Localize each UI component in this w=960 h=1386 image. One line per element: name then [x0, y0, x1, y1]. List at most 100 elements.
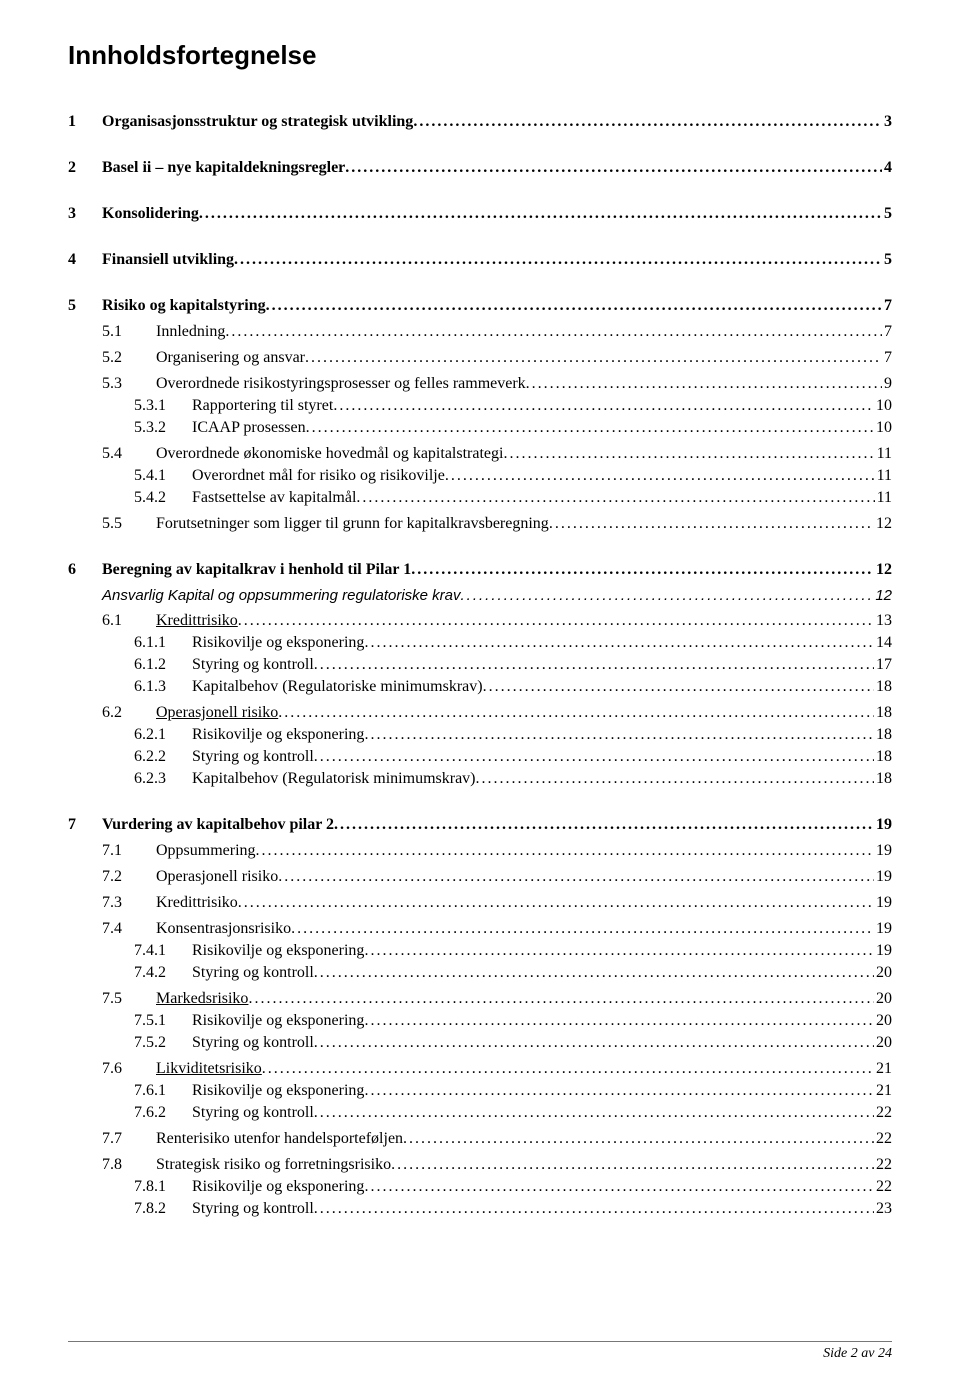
spacing	[68, 269, 892, 297]
toc-entry[interactable]: 5.2Organisering og ansvar7	[68, 349, 892, 367]
toc-entry[interactable]: 3Konsolidering5	[68, 205, 892, 223]
toc-entry-title: Konsentrasjonsrisiko	[156, 920, 291, 938]
toc-leader-dots	[411, 561, 874, 579]
toc-entry-page: 11	[875, 467, 892, 485]
toc-entry-title: Strategisk risiko og forretningsrisiko	[156, 1156, 391, 1174]
toc-entry-title: Risikovilje og eksponering	[192, 1012, 364, 1030]
toc-entry[interactable]: Ansvarlig Kapital og oppsummering regula…	[68, 587, 892, 604]
toc-entry[interactable]: 4Finansiell utvikling5	[68, 251, 892, 269]
toc-entry[interactable]: 6.1.2Styring og kontroll17	[68, 656, 892, 674]
toc-entry[interactable]: 7.2Operasjonell risiko19	[68, 868, 892, 886]
toc-entry-title: Styring og kontroll	[192, 1200, 314, 1218]
toc-entry[interactable]: 5.1Innledning7	[68, 323, 892, 341]
toc-entry[interactable]: 5.4.1Overordnet mål for risiko og risiko…	[68, 467, 892, 485]
toc-entry[interactable]: 6.1Kredittrisiko13	[68, 612, 892, 630]
toc-entry-title: Ansvarlig Kapital og oppsummering regula…	[102, 587, 461, 604]
toc-leader-dots	[256, 842, 874, 860]
toc-entry-title: Styring og kontroll	[192, 656, 314, 674]
toc-leader-dots	[333, 397, 874, 415]
toc-entry-number: 7.3	[102, 894, 156, 912]
toc-entry[interactable]: 5.4.2Fastsettelse av kapitalmål11	[68, 489, 892, 507]
toc-entry-number: 6.1.3	[134, 678, 192, 696]
toc-entry[interactable]: 5.3.1Rapportering til styret10	[68, 397, 892, 415]
toc-entry[interactable]: 6.1.3Kapitalbehov (Regulatoriske minimum…	[68, 678, 892, 696]
toc-entry-page: 17	[874, 656, 892, 674]
toc-entry[interactable]: 6.1.1Risikovilje og eksponering14	[68, 634, 892, 652]
toc-entry-number: 5	[68, 297, 102, 315]
toc-entry[interactable]: 6.2Operasjonell risiko18	[68, 704, 892, 722]
toc-entry-number: 6.2.1	[134, 726, 192, 744]
toc-leader-dots	[314, 1200, 874, 1218]
toc-leader-dots	[503, 445, 874, 463]
toc-entry-title: Markedsrisiko	[156, 990, 248, 1008]
toc-entry-page: 13	[874, 612, 892, 630]
toc-entry[interactable]: 5.3Overordnede risikostyringsprosesser o…	[68, 375, 892, 393]
spacing	[68, 223, 892, 251]
toc-entry[interactable]: 7.4.2Styring og kontroll20	[68, 964, 892, 982]
toc-entry[interactable]: 1Organisasjonsstruktur og strategisk utv…	[68, 113, 892, 131]
toc-entry[interactable]: 7.8Strategisk risiko og forretningsrisik…	[68, 1156, 892, 1174]
toc-entry[interactable]: 7.3Kredittrisiko19	[68, 894, 892, 912]
toc-entry-number: 1	[68, 113, 102, 131]
toc-entry[interactable]: 5Risiko og kapitalstyring7	[68, 297, 892, 315]
spacing	[68, 315, 892, 323]
toc-entry-page: 7	[882, 297, 892, 315]
toc-entry[interactable]: 5.5Forutsetninger som ligger til grunn f…	[68, 515, 892, 533]
toc-entry-title: ICAAP prosessen	[192, 419, 306, 437]
toc-entry-title: Beregning av kapitalkrav i henhold til P…	[102, 561, 411, 579]
toc-leader-dots	[364, 1082, 874, 1100]
toc-entry-title: Finansiell utvikling	[102, 251, 234, 269]
spacing	[68, 788, 892, 816]
toc-entry[interactable]: 7.4.1Risikovilje og eksponering19	[68, 942, 892, 960]
toc-entry[interactable]: 7.5.2Styring og kontroll20	[68, 1034, 892, 1052]
toc-entry[interactable]: 2Basel ii – nye kapitaldekningsregler4	[68, 159, 892, 177]
toc-entry[interactable]: 7.6Likviditetsrisiko21	[68, 1060, 892, 1078]
spacing	[68, 341, 892, 349]
toc-entry[interactable]: 7.8.1Risikovilje og eksponering22	[68, 1178, 892, 1196]
toc-leader-dots	[364, 634, 874, 652]
toc-entry[interactable]: 7.4Konsentrasjonsrisiko 19	[68, 920, 892, 938]
toc-entry-page: 19	[874, 920, 892, 938]
toc-entry-page: 10	[874, 419, 892, 437]
toc-entry-number: 7.6.2	[134, 1104, 192, 1122]
toc-entry-page: 20	[874, 964, 892, 982]
toc-entry[interactable]: 7.8.2Styring og kontroll23	[68, 1200, 892, 1218]
toc-entry[interactable]: 6.2.2Styring og kontroll18	[68, 748, 892, 766]
toc-entry[interactable]: 7.7Renterisiko utenfor handelsportefølje…	[68, 1130, 892, 1148]
toc-entry-title: Styring og kontroll	[192, 1034, 314, 1052]
toc-entry-title: Overordnede risikostyringsprosesser og f…	[156, 375, 526, 393]
toc-entry[interactable]: 7.5.1Risikovilje og eksponering 20	[68, 1012, 892, 1030]
toc-entry[interactable]: 5.4Overordnede økonomiske hovedmål og ka…	[68, 445, 892, 463]
toc-entry-number: 7.2	[102, 868, 156, 886]
toc-entry-number: 2	[68, 159, 102, 177]
toc-entry[interactable]: 7.6.2Styring og kontroll22	[68, 1104, 892, 1122]
toc-entry-page: 20	[874, 1012, 892, 1030]
toc-entry-title: Styring og kontroll	[192, 964, 314, 982]
toc-entry-number: 6.1	[102, 612, 156, 630]
toc-entry[interactable]: 6.2.3Kapitalbehov (Regulatorisk minimums…	[68, 770, 892, 788]
toc-leader-dots	[314, 748, 874, 766]
toc-leader-dots	[234, 251, 882, 269]
toc-entry-title: Rapportering til styret	[192, 397, 333, 415]
toc-entry-number: 7.4	[102, 920, 156, 938]
toc-entry[interactable]: 7Vurdering av kapitalbehov pilar 219	[68, 816, 892, 834]
toc-entry[interactable]: 7.5Markedsrisiko20	[68, 990, 892, 1008]
spacing	[68, 579, 892, 587]
toc-leader-dots	[248, 990, 874, 1008]
toc-entry-number: 5.3.2	[134, 419, 192, 437]
spacing	[68, 533, 892, 561]
footer-rule	[68, 1341, 892, 1342]
toc-entry[interactable]: 6.2.1Risikovilje og eksponering18	[68, 726, 892, 744]
toc-leader-dots	[238, 894, 874, 912]
toc-entry-title: Basel ii – nye kapitaldekningsregler	[102, 159, 345, 177]
toc-entry[interactable]: 6Beregning av kapitalkrav i henhold til …	[68, 561, 892, 579]
toc-entry-page: 7	[882, 349, 892, 367]
toc-entry[interactable]: 7.6.1Risikovilje og eksponering21	[68, 1082, 892, 1100]
toc-entry-page: 5	[882, 251, 892, 269]
toc-entry-page: 19	[874, 842, 892, 860]
toc-entry-number: 7.5.1	[134, 1012, 192, 1030]
page-title: Innholdsfortegnelse	[68, 40, 892, 71]
toc-leader-dots	[476, 770, 875, 788]
toc-entry[interactable]: 5.3.2ICAAP prosessen 10	[68, 419, 892, 437]
toc-entry[interactable]: 7.1Oppsummering19	[68, 842, 892, 860]
